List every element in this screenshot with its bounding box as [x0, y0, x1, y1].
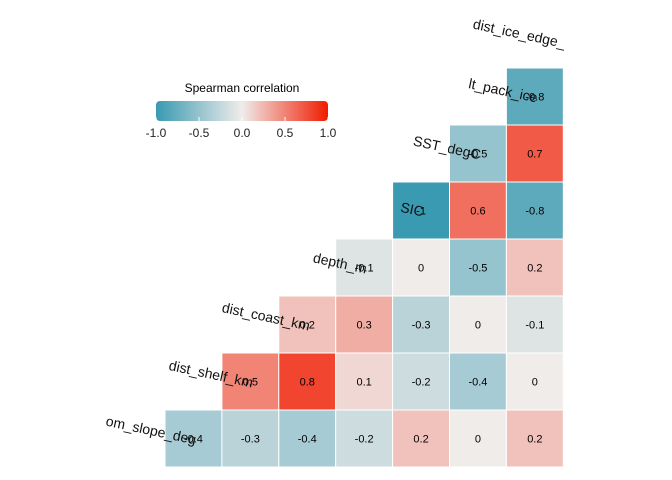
- cell-value-label: -0.8: [525, 92, 544, 104]
- cell-value-label: -0.8: [525, 206, 544, 218]
- heatmap-cell: [278, 295, 337, 354]
- heatmap-cell: [392, 409, 451, 468]
- variable-label: SIC: [399, 199, 425, 220]
- cell-value-label: -0.3: [412, 320, 431, 332]
- heatmap-cell: [505, 67, 564, 126]
- cell-value-label: 0.1: [357, 377, 372, 389]
- heatmap-cell: [449, 124, 507, 183]
- heatmap-cell: [392, 181, 451, 240]
- cell-value-label: -0.1: [355, 263, 374, 275]
- cell-value-label: 0: [532, 377, 538, 389]
- heatmap-cells: [164, 67, 564, 468]
- heatmap-cell: [335, 352, 394, 411]
- heatmap-cell: [221, 409, 280, 468]
- cell-value-label: -0.4: [298, 434, 317, 446]
- cell-value-label: 0.5: [243, 377, 258, 389]
- legend-tick-label: 0.0: [234, 126, 251, 140]
- legend-tick-label: 0.5: [277, 126, 294, 140]
- heatmap-cell: [449, 352, 507, 411]
- heatmap-cell: [505, 352, 564, 411]
- heatmap-cell: [449, 295, 507, 354]
- cell-value-label: -0.4: [184, 434, 203, 446]
- legend-tick-label: 1.0: [320, 126, 337, 140]
- heatmap-cell: [392, 352, 451, 411]
- cell-value-labels: -0.4 -0.3 -0.4 -0.2 0.2 0 0.2 0.5 0.8 0.1 -0.2 -0.4…: [184, 92, 544, 446]
- cell-value-label: 0.6: [470, 206, 485, 218]
- variable-label: dist_ice_edge_: [472, 16, 568, 51]
- heatmap-cell: [449, 181, 507, 240]
- cell-value-label: -0.1: [525, 320, 544, 332]
- legend-tick-label: -0.5: [189, 126, 210, 140]
- cell-value-label: 0.2: [527, 434, 542, 446]
- heatmap-cell: [221, 352, 280, 411]
- cell-value-label: -0.4: [468, 377, 487, 389]
- cell-value-label: 0: [418, 263, 424, 275]
- legend-tick-label: -1.0: [146, 126, 167, 140]
- cell-value-label: -0.2: [355, 434, 374, 446]
- heatmap-cell: [505, 238, 564, 297]
- heatmap-cell: [449, 238, 507, 297]
- legend-title: Spearman correlation: [185, 81, 300, 95]
- cell-value-label: 0.7: [527, 149, 542, 161]
- cell-value-label: -0.5: [468, 149, 487, 161]
- heatmap-cell: [278, 409, 337, 468]
- cell-value-label: -0.3: [241, 434, 260, 446]
- heatmap-cell: [449, 409, 507, 468]
- legend-color-bar: [156, 101, 328, 121]
- cell-value-label: 0.2: [300, 320, 315, 332]
- heatmap-cell: [505, 181, 564, 240]
- heatmap-cell: [335, 238, 394, 297]
- cell-value-label: 0.8: [300, 377, 315, 389]
- cell-value-label: 0.3: [357, 320, 372, 332]
- color-legend: Spearman correlation -1.0 -0.5 0.0 0.5 1.0: [146, 81, 337, 140]
- cell-value-label: 0: [475, 434, 481, 446]
- heatmap-cell: [392, 295, 451, 354]
- cell-value-label: 0.2: [413, 434, 428, 446]
- cell-value-label: -1: [416, 206, 426, 218]
- cell-value-label: 0.2: [527, 263, 542, 275]
- cell-value-label: -0.2: [412, 377, 431, 389]
- cell-value-label: 0: [475, 320, 481, 332]
- heatmap-cell: [392, 238, 451, 297]
- cell-value-label: -0.5: [468, 263, 487, 275]
